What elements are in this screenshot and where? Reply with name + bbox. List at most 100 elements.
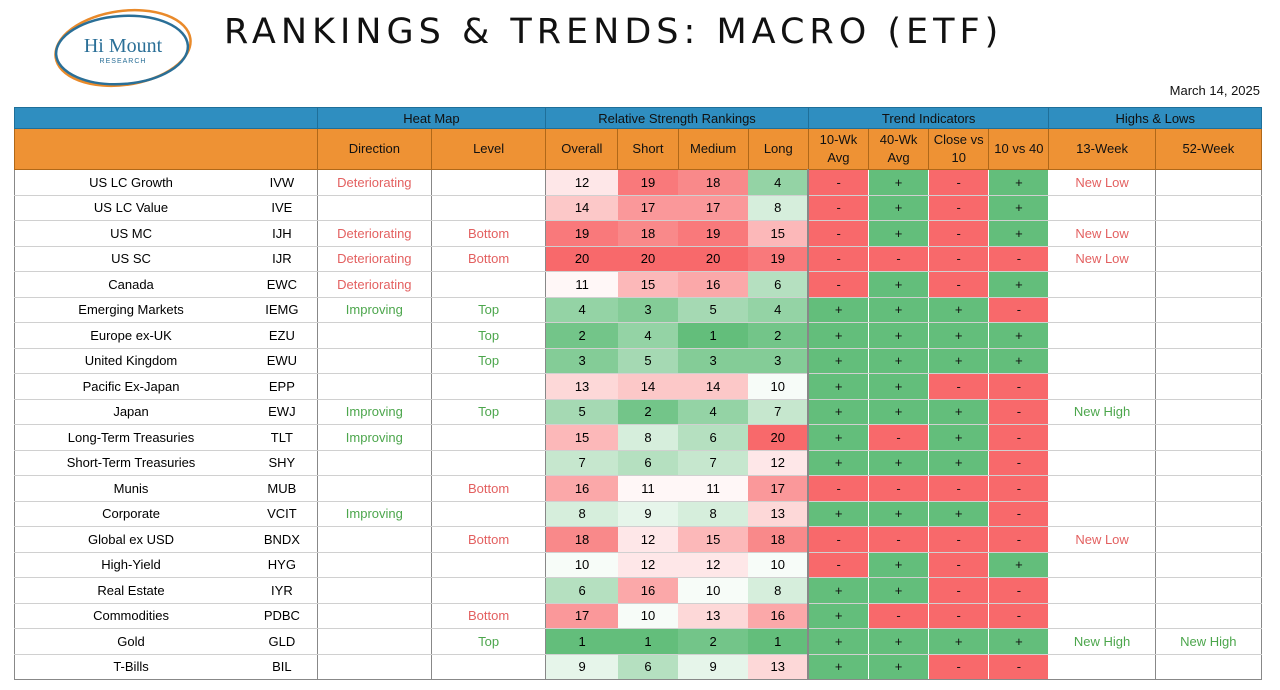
trend-wk40-cell: + [868, 373, 930, 400]
table-row: Munis MUB Bottom 16 11 11 17- - - - [14, 475, 1263, 502]
report-date: March 14, 2025 [1169, 83, 1260, 98]
rank-medium-cell: 9 [678, 654, 749, 680]
direction-cell: Improving [317, 424, 432, 451]
rank-medium-cell: 15 [678, 526, 749, 553]
highs-lows-13-week-cell [1048, 450, 1156, 476]
highs-lows-13-week-cell [1048, 654, 1156, 680]
column-header-row: Direction Level Overall Short Medium Lon… [14, 128, 1263, 170]
rank-long-cell: 2 [748, 322, 810, 349]
ticker: IJH [247, 220, 318, 247]
trend-wk10-cell: - [808, 271, 870, 298]
rank-long-cell: 19 [748, 246, 810, 272]
rank-medium-cell: 8 [678, 501, 749, 527]
highs-lows-group: Highs & Lows [1048, 107, 1262, 129]
asset-name: Long-Term Treasuries [14, 424, 248, 451]
ticker: IEMG [247, 297, 318, 323]
level-cell [431, 450, 547, 476]
highs-lows-13-week-cell [1048, 603, 1156, 629]
highs-lows-52-week-cell [1155, 654, 1263, 680]
trend-wk10-cell: + [808, 577, 870, 604]
direction-cell: Improving [317, 399, 432, 425]
highs-lows-52-week-cell [1155, 348, 1263, 374]
level-cell: Top [431, 297, 547, 323]
level-cell: Top [431, 399, 547, 425]
direction-cell: Deteriorating [317, 246, 432, 272]
table-row: T-Bills BIL 9 6 9 13 + + - - [14, 654, 1263, 680]
highs-lows-52-week-cell [1155, 501, 1263, 527]
trend-wk40-cell: + [868, 450, 930, 476]
col-medium: Medium [677, 128, 749, 170]
trend-wk40-cell: + [868, 220, 930, 247]
highs-lows-13-week-cell [1048, 475, 1156, 502]
rank-short-cell: 18 [617, 220, 679, 247]
table-row: Global ex USD BNDX Bottom 18 12 15 18- - - - New L… [14, 526, 1263, 553]
trend-wk40-cell: + [868, 654, 930, 680]
trend-wk10-cell: - [808, 526, 870, 553]
trend-indicators-group: Trend Indicators [807, 107, 1050, 129]
highs-lows-52-week-cell [1155, 399, 1263, 425]
rank-overall-cell: 15 [545, 424, 618, 451]
trend-wk40-cell: + [868, 399, 930, 425]
direction-cell [317, 322, 432, 349]
ticker: GLD [247, 628, 318, 655]
ticker: EWC [247, 271, 318, 298]
rank-long-cell: 10 [748, 373, 810, 400]
rank-short-cell: 3 [617, 297, 679, 323]
trend-wk10-cell: + [808, 603, 870, 629]
rank-overall-cell: 10 [545, 552, 618, 578]
rank-medium-cell: 16 [678, 271, 749, 298]
table-row: Canada EWC Deteriorating 11 15 16 6- + - + [14, 271, 1263, 298]
highs-lows-13-week-cell: New High [1048, 399, 1156, 425]
rank-long-cell: 7 [748, 399, 810, 425]
highs-lows-13-week-cell [1048, 424, 1156, 451]
trend-t10v40-cell: + [988, 271, 1050, 298]
rank-overall-cell: 3 [545, 348, 618, 374]
rank-long-cell: 18 [748, 526, 810, 553]
trend-wk10-cell: + [808, 348, 870, 374]
trend-t10v40-cell: - [988, 399, 1050, 425]
table-row: Emerging Markets IEMG Improving Top 4 3 5 4 + + + - [14, 297, 1263, 323]
trend-close10-cell: + [928, 450, 990, 476]
trend-wk40-cell: + [868, 348, 930, 374]
direction-cell [317, 373, 432, 400]
rank-medium-cell: 13 [678, 603, 749, 629]
trend-close10-cell: + [928, 501, 990, 527]
trend-close10-cell: - [928, 552, 990, 578]
trend-wk10-cell: - [808, 246, 870, 272]
trend-close10-cell: + [928, 297, 990, 323]
trend-close10-cell: - [928, 246, 990, 272]
trend-wk10-cell: + [808, 373, 870, 400]
level-cell: Bottom [431, 220, 547, 247]
rank-medium-cell: 19 [678, 220, 749, 247]
asset-name: US MC [14, 220, 248, 247]
ticker: IJR [247, 246, 318, 272]
rank-overall-cell: 1 [545, 628, 618, 655]
col-long: Long [747, 128, 809, 170]
asset-name: High-Yield [14, 552, 248, 578]
trend-wk40-cell: - [868, 526, 930, 553]
rank-short-cell: 12 [617, 526, 679, 553]
col-52-week: 52-Week [1154, 128, 1263, 170]
highs-lows-13-week-cell [1048, 195, 1156, 221]
trend-t10v40-cell: - [988, 475, 1050, 502]
trend-close10-cell: - [928, 654, 990, 680]
trend-t10v40-cell: - [988, 450, 1050, 476]
rank-medium-cell: 14 [678, 373, 749, 400]
rank-long-cell: 15 [748, 220, 810, 247]
level-cell: Bottom [431, 246, 547, 272]
ticker: BIL [247, 654, 318, 680]
asset-name: US LC Growth [14, 169, 248, 196]
rank-short-cell: 20 [617, 246, 679, 272]
col-overall: Overall [545, 128, 619, 170]
asset-name: US SC [14, 246, 248, 272]
col-10-vs-40: 10 vs 40 [988, 128, 1050, 170]
highs-lows-52-week-cell [1155, 373, 1263, 400]
highs-lows-52-week-cell [1155, 271, 1263, 298]
logo-text: Hi Mount [84, 35, 163, 57]
highs-lows-52-week-cell: New High [1155, 628, 1263, 655]
highs-lows-13-week-cell: New Low [1048, 169, 1156, 196]
highs-lows-52-week-cell [1155, 603, 1263, 629]
direction-cell: Improving [317, 501, 432, 527]
ticker: EWJ [247, 399, 318, 425]
trend-t10v40-cell: - [988, 424, 1050, 451]
